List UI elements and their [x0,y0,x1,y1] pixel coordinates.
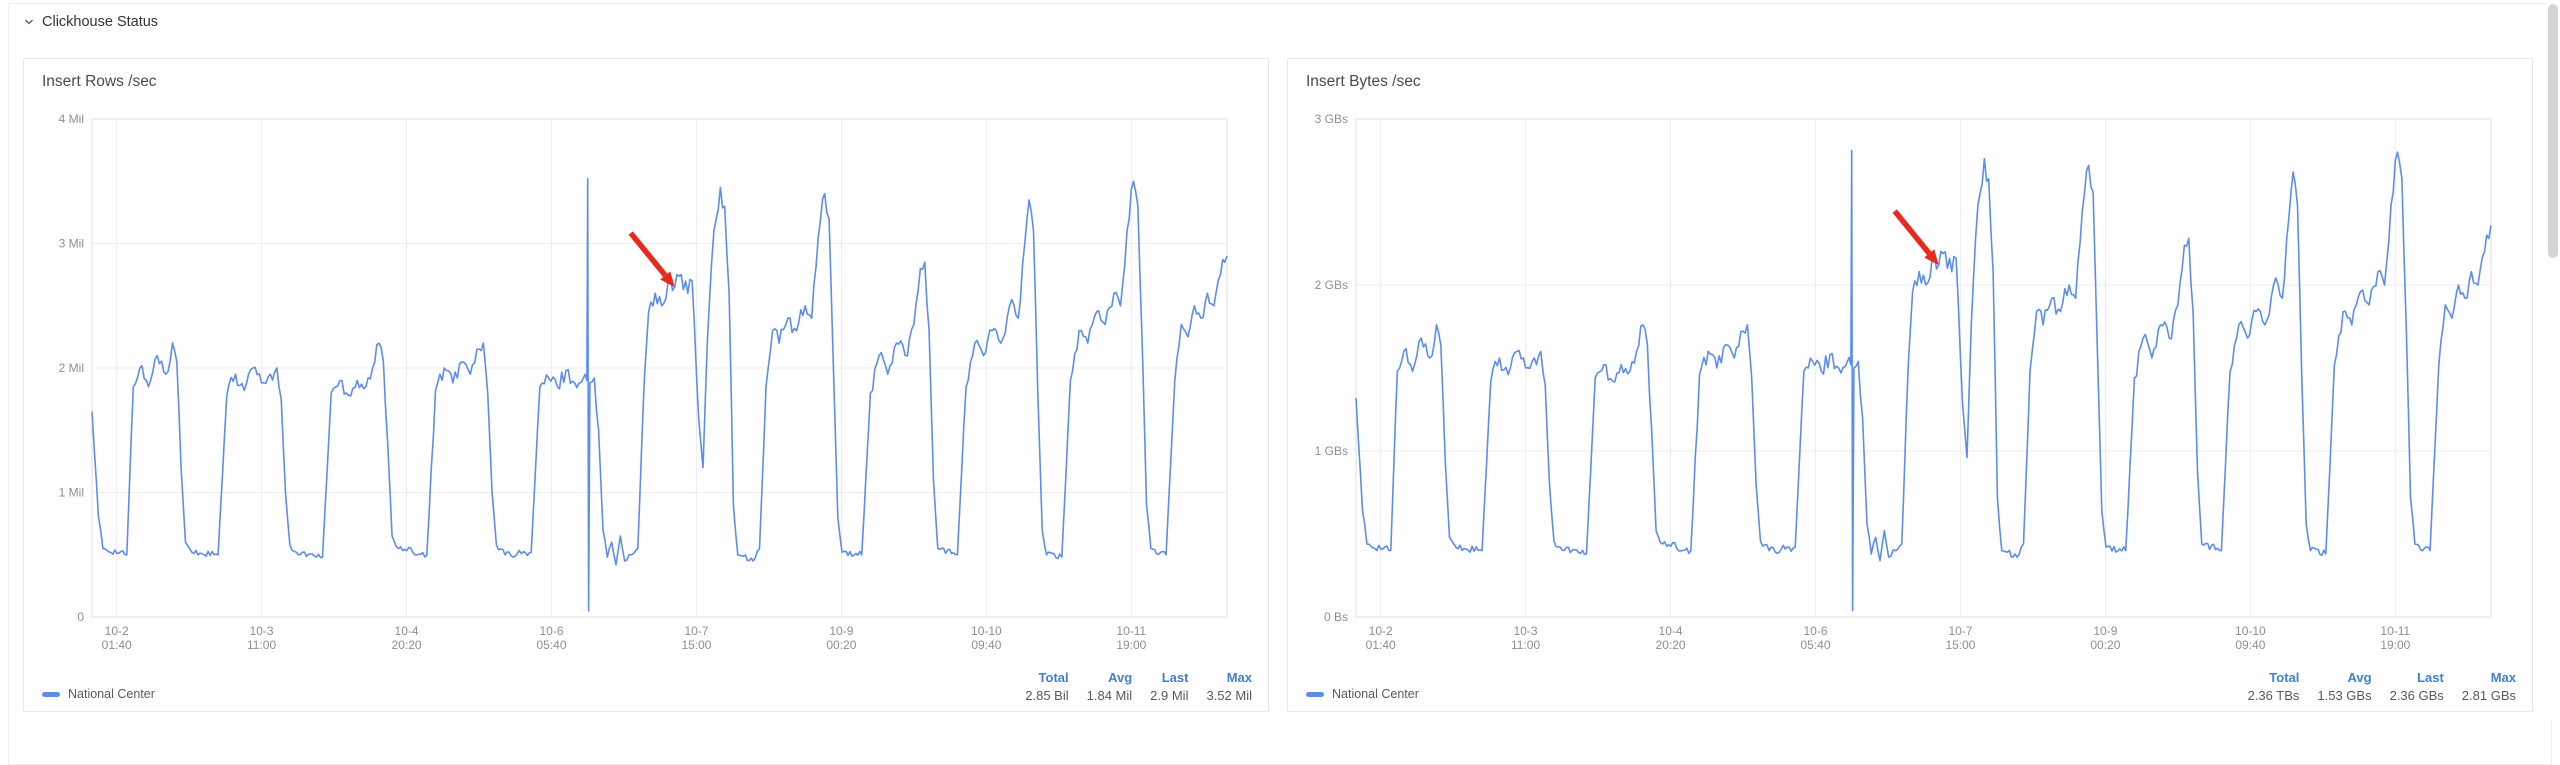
x-tick-label: 20:20 [392,638,422,652]
annotation-arrow-shaft [1892,209,1932,256]
x-tick-label: 11:00 [247,638,276,652]
x-tick-label: 09:40 [971,638,1001,652]
annotation-arrow-head [1924,249,1939,266]
x-tick-label: 10-4 [395,624,419,638]
stat-total: Total 2.85 Bil [1025,670,1068,703]
stat-max: Max 2.81 GBs [2462,670,2516,703]
legend-series-marker [42,691,60,697]
x-tick-label: 10-7 [1948,624,1972,638]
stat-label: Total [1038,670,1069,685]
stat-label: Max [1226,670,1252,685]
y-tick-label: 1 GBs [1315,444,1348,458]
chevron-down-icon[interactable] [23,16,35,28]
x-tick-label: 10-10 [971,624,1002,638]
x-tick-label: 10-6 [1804,624,1828,638]
series-line-national-center [91,178,1228,612]
stat-label: Total [2269,670,2300,685]
stat-label: Avg [2347,670,2372,685]
panel-insert-rows: Insert Rows /sec 10-2 01:40 10-3 11:00 10-4 2… [23,58,1269,712]
y-tick-label: 4 Mil [59,112,84,126]
x-tick-label: 10-11 [2380,624,2410,638]
x-tick-label: 01:40 [1366,638,1396,652]
x-tick-label: 09:40 [2235,638,2265,652]
stats-summary: Total 2.85 Bil Avg 1.84 Mil Last 2.9 Mil Max 3.… [1025,670,1252,703]
stat-value: 2.81 GBs [2461,688,2516,703]
x-tick-label: 10-9 [829,624,853,638]
x-tick-label: 11:00 [1511,638,1540,652]
x-tick-label: 10-2 [1369,624,1393,638]
scrollbar-thumb[interactable] [2548,4,2558,258]
y-tick-label: 2 Mil [59,361,84,375]
plot-border [1355,118,2492,618]
stats-summary: Total 2.36 TBs Avg 1.53 GBs Last 2.36 GBs Max 2… [2248,670,2516,703]
clickhouse-status-section: Clickhouse Status Insert Rows /sec 10-2 0… [8,3,2552,765]
y-tick-label: 0 [77,610,84,624]
x-tick-label: 10-6 [540,624,564,638]
section-title: Clickhouse Status [42,14,159,30]
plot-border [91,118,1228,618]
legend-item-national-center[interactable]: National Center [42,687,155,701]
stat-label: Last [2417,670,2444,685]
x-tick-label: 05:40 [1801,638,1831,652]
scrollbar [2546,0,2560,721]
x-tick-label: 10-11 [1116,624,1146,638]
x-tick-label: 10-2 [105,624,129,638]
stat-value: 3.52 Mil [1206,688,1252,703]
y-tick-label: 0 Bs [1324,610,1348,624]
x-tick-label: 00:20 [2090,638,2120,652]
stat-value: 2.36 GBs [2389,688,2444,703]
chart-title: Insert Bytes /sec [1306,73,1421,90]
x-tick-label: 10-3 [250,624,274,638]
y-tick-label: 3 GBs [1315,112,1348,126]
x-tick-label: 10-10 [2235,624,2266,638]
stat-value: 2.36 TBs [2247,688,2300,703]
stat-value: 1.53 GBs [2317,688,2372,703]
annotation-arrow-shaft [628,231,668,278]
stat-total: Total 2.36 TBs [2248,670,2300,703]
insert-bytes-chart[interactable]: 10-201:40 10-311:00 10-420:20 10-605:40 10-7… [1306,105,2514,657]
stat-value: 2.9 Mil [1150,688,1189,703]
legend-label: National Center [1332,687,1419,701]
chart-title: Insert Rows /sec [42,73,157,90]
y-tick-label: 1 Mil [59,486,84,500]
stat-value: 2.85 Bil [1025,688,1069,703]
x-tick-label: 00:20 [826,638,856,652]
section-header[interactable]: Clickhouse Status [23,10,158,34]
x-tick-label: 05:40 [537,638,567,652]
stat-label: Avg [1108,670,1133,685]
stat-last: Last 2.9 Mil [1150,670,1188,703]
insert-rows-chart[interactable]: 10-201:40 10-311:00 10-420:20 10-605:40 10-7… [42,105,1250,657]
x-tick-label: 10-9 [2093,624,2117,638]
x-tick-label: 15:00 [1945,638,1975,652]
x-tick-label: 20:20 [1656,638,1686,652]
x-tick-label: 19:00 [1116,638,1146,652]
series-line-national-center [1355,149,2492,612]
stat-avg: Avg 1.53 GBs [2317,670,2371,703]
y-tick-label: 2 GBs [1315,278,1348,292]
x-tick-label: 10-3 [1514,624,1538,638]
x-tick-label: 15:00 [681,638,711,652]
stat-label: Last [1161,670,1189,685]
legend-series-marker [1306,691,1324,697]
stat-value: 1.84 Mil [1086,688,1133,703]
x-tick-label: 19:00 [2380,638,2410,652]
x-tick-label: 01:40 [102,638,132,652]
stat-avg: Avg 1.84 Mil [1087,670,1133,703]
stat-max: Max 3.52 Mil [1206,670,1252,703]
x-tick-label: 10-7 [684,624,708,638]
legend-item-national-center[interactable]: National Center [1306,687,1419,701]
stat-label: Max [2490,670,2516,685]
y-tick-label: 3 Mil [59,237,84,251]
stat-last: Last 2.36 GBs [2390,670,2444,703]
annotation-arrow-head [660,271,675,288]
x-tick-label: 10-4 [1659,624,1683,638]
legend-label: National Center [68,687,155,701]
panel-insert-bytes: Insert Bytes /sec 10-2 01:40 10-3 11:00 10-4… [1287,58,2533,712]
